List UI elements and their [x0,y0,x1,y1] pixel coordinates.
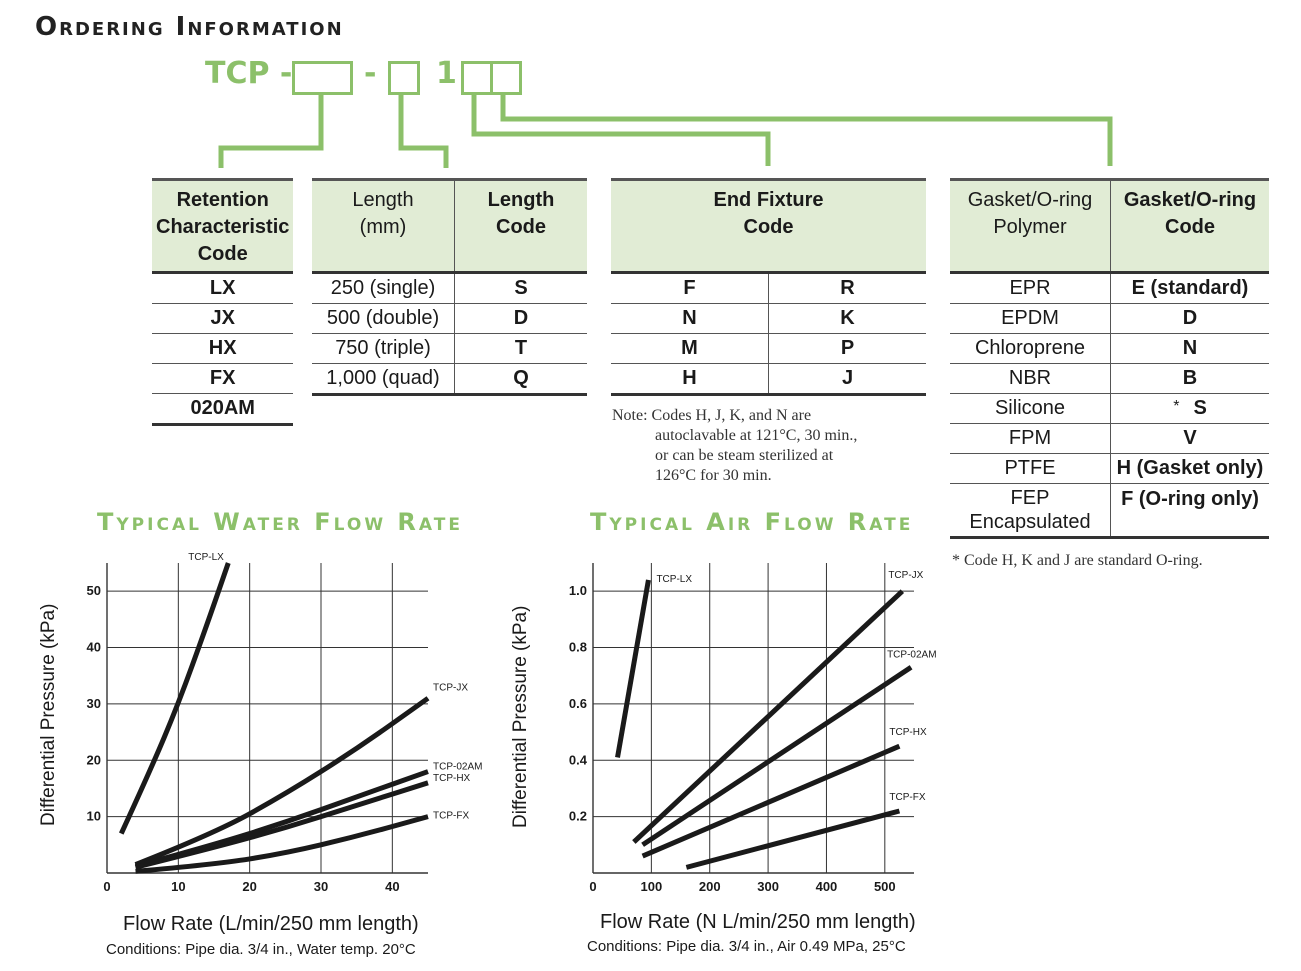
series-label: TCP-02AM [433,762,482,773]
gasket-code-slot [490,61,522,95]
y-tick-label: 40 [87,640,101,655]
gasket-code-cell: E (standard) [1110,272,1269,304]
series-label: TCP-HX [433,773,471,784]
end-fixture-cell: P [768,333,926,364]
x-tick-label: 0 [103,879,110,894]
part-number-one: 1 [436,56,457,91]
series-label: TCP-LX [188,552,224,563]
x-tick-label: 10 [171,879,185,894]
y-tick-label: 50 [87,583,101,598]
gasket-polymer-cell: PTFE [950,453,1111,484]
part-number-prefix: TCP - [205,56,293,91]
retention-code-cell: LX [152,272,294,304]
retention-code-cell: 020AM [152,393,294,426]
part-number-dash: - [364,56,377,91]
end-fixture-cell: H [611,363,769,396]
y-tick-label: 30 [87,696,101,711]
gasket-polymer-cell: FEP Encapsulated [950,483,1111,539]
length-code-header: Length Code [454,178,587,274]
water-chart-conditions: Conditions: Pipe dia. 3/4 in., Water tem… [106,941,416,958]
y-tick-label: 10 [87,809,101,824]
connector-length [398,93,449,168]
connector-end-fixture [471,93,771,166]
gasket-code-cell: H (Gasket only) [1110,453,1269,484]
gasket-code-cell: * S [1110,393,1269,424]
connector-gasket [500,93,1113,166]
series-line-tcp-fx [135,814,429,874]
water-chart-title: Typical Water Flow Rate [97,508,463,536]
length-cell: 1,000 (quad) [312,363,455,396]
gasket-code-cell: B [1110,363,1269,394]
series-line-tcp-jx [134,696,430,867]
length-code-cell: D [454,303,587,334]
gasket-code-cell: D [1110,303,1269,334]
connector-retention [218,93,324,168]
gasket-polymer-cell: EPDM [950,303,1111,334]
series-label: TCP-JX [433,682,468,693]
end-fixture-cell: K [768,303,926,334]
length-code-cell: Q [454,363,587,396]
x-tick-label: 30 [314,879,328,894]
series-label: TCP-FX [433,811,469,822]
gasket-polymer-cell: EPR [950,272,1111,304]
air-chart-xlabel: Flow Rate (N L/min/250 mm length) [600,911,916,933]
retention-code-cell: HX [152,333,294,364]
length-code-cell: S [454,272,587,304]
gasket-polymer-header: Gasket/O-ring Polymer [950,178,1111,274]
series-line-tcp-lx [118,562,231,835]
end-fixture-cell: R [768,272,926,304]
end-fixture-cell: J [768,363,926,396]
end-fixture-header: End Fixture Code [611,178,926,274]
chart-grid [107,563,428,873]
water-chart-xlabel: Flow Rate (L/min/250 mm length) [123,913,419,935]
end-fixture-note: Note: Codes H, J, K, and N are autoclava… [612,407,858,484]
air-chart-title: Typical Air Flow Rate [590,508,914,536]
gasket-code-header: Gasket/O-ring Code [1110,178,1269,274]
gasket-polymer-cell: Silicone [950,393,1111,424]
code-connector-lines [218,93,1113,168]
gasket-code-cell: V [1110,423,1269,454]
gasket-code-cell: N [1110,333,1269,364]
retention-code-cell: FX [152,363,294,394]
length-cell: 250 (single) [312,272,455,304]
page-title: Ordering Information [35,12,344,42]
air-chart-conditions: Conditions: Pipe dia. 3/4 in., Air 0.49 … [587,938,906,955]
end-fixture-cell: N [611,303,769,334]
x-tick-label: 40 [385,879,399,894]
retention-header: Retention Characteristic Code [152,178,294,274]
y-tick-label: 20 [87,752,101,767]
length-header: Length (mm) [312,178,455,274]
gasket-polymer-cell: NBR [950,363,1111,394]
series-line-tcp-hx [134,780,429,870]
retention-table: Retention Characteristic Code LX JX HX FX … [152,178,294,426]
series-line-tcp-02am [134,769,429,869]
length-table: Length (mm) Length Code 250 (single) S 500 … [312,178,587,396]
gasket-polymer-cell: Chloroprene [950,333,1111,364]
length-cell: 500 (double) [312,303,455,334]
end-fixture-cell: M [611,333,769,364]
length-code-cell: T [454,333,587,364]
footnote-mark: * [1173,398,1180,415]
end-fixture-cell: F [611,272,769,304]
length-code-slot [388,61,420,95]
gasket-table: Gasket/O-ring Polymer Gasket/O-ring Code E… [950,178,1269,539]
gasket-polymer-cell: FPM [950,423,1111,454]
gasket-code-cell: F (O-ring only) [1110,483,1269,539]
length-cell: 750 (triple) [312,333,455,364]
retention-code-cell: JX [152,303,294,334]
x-tick-label: 20 [242,879,256,894]
gasket-footnote: * Code H, K and J are standard O-ring. [952,552,1203,569]
